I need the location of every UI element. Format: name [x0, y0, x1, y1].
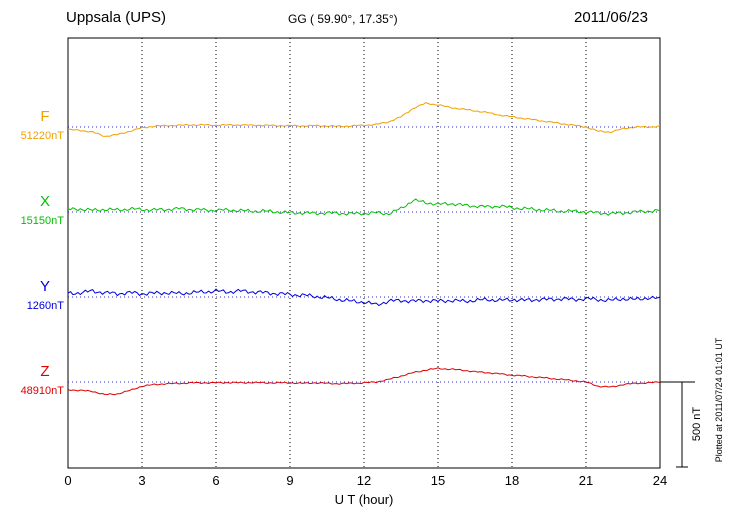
scale-bar-label: 500 nT — [691, 406, 703, 442]
x-tick-label: 24 — [652, 473, 668, 488]
component-label-Z: Z — [40, 363, 50, 380]
x-tick-label: 15 — [430, 473, 446, 488]
trace-Y — [67, 288, 661, 307]
x-tick-label: 18 — [504, 473, 520, 488]
geographic-coordinates: GG ( 59.90°, 17.35°) — [288, 12, 398, 26]
baseline-value-X: 15150nT — [20, 215, 64, 227]
trace-F — [67, 102, 661, 137]
trace-X — [67, 198, 661, 216]
x-tick-label: 6 — [212, 473, 220, 488]
x-tick-label: 9 — [286, 473, 294, 488]
x-tick-label: 0 — [64, 473, 72, 488]
baseline-value-Z: 48910nT — [20, 385, 64, 397]
component-label-X: X — [39, 193, 50, 210]
trace-Z — [67, 367, 661, 396]
x-tick-label: 12 — [356, 473, 372, 488]
component-label-F: F — [40, 108, 50, 125]
plot-timestamp-note: Plotted at 2011/07/24 01:01 UT — [714, 337, 724, 463]
baseline-value-Y: 1260nT — [26, 300, 64, 312]
x-tick-label: 3 — [138, 473, 146, 488]
plot-date: 2011/06/23 — [574, 9, 648, 26]
station-name: Uppsala (UPS) — [66, 9, 167, 26]
x-tick-label: 21 — [578, 473, 594, 488]
component-label-Y: Y — [39, 278, 50, 295]
baseline-value-F: 51220nT — [20, 130, 64, 142]
x-axis-label: U T (hour) — [334, 492, 394, 507]
